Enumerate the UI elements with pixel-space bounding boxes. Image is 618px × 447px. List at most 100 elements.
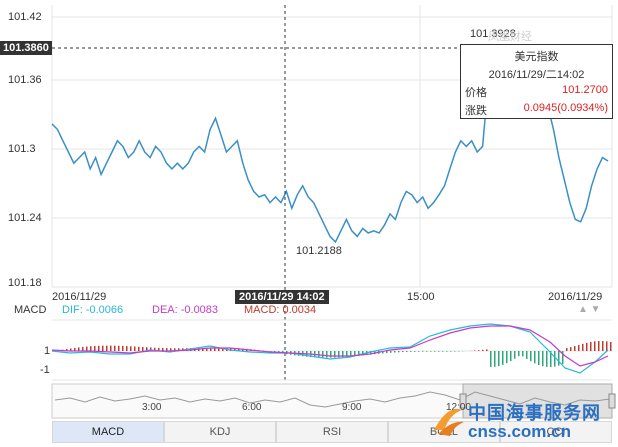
- macd-bar: [238, 348, 240, 351]
- macd-bar: [434, 351, 436, 352]
- navigator-time-label: 6:00: [242, 402, 262, 413]
- macd-bar: [102, 345, 104, 351]
- cnss-logo-icon: [434, 408, 464, 436]
- macd-bar: [106, 345, 108, 351]
- macd-bar: [138, 346, 140, 351]
- macd-bar: [166, 348, 168, 351]
- macd-bar: [382, 351, 384, 354]
- macd-bar: [74, 347, 76, 351]
- macd-bar: [538, 351, 540, 365]
- tooltip-change-row: 涨跌 0.0945(0.0934%): [461, 102, 612, 118]
- macd-bar: [206, 347, 208, 351]
- tooltip-title: 美元指数: [514, 51, 559, 63]
- macd-bar: [230, 347, 232, 351]
- x-tick-label: 2016/11/29: [52, 291, 107, 303]
- crosshair-price-tag: 101.3860: [0, 41, 52, 55]
- macd-bar: [178, 348, 180, 351]
- macd-collapse-icon[interactable]: ▲ ▼: [578, 304, 601, 315]
- macd-bar: [358, 351, 360, 356]
- macd-bar: [550, 351, 552, 367]
- price-grid: [51, 5, 613, 288]
- macd-bar: [438, 351, 440, 352]
- macd-bar: [554, 351, 556, 367]
- macd-bar: [478, 350, 480, 351]
- macd-bar: [126, 346, 128, 351]
- macd-bar: [334, 351, 336, 358]
- macd-bar: [354, 351, 356, 357]
- macd-bar: [326, 351, 328, 358]
- macd-bar: [558, 351, 560, 366]
- price-tooltip: 美元指数 2016/11/29/二14:02 价格 101.2700 涨跌 0.…: [460, 44, 613, 119]
- macd-bar: [318, 351, 320, 358]
- navigator-handle-right[interactable]: [608, 393, 616, 409]
- macd-bar: [494, 351, 496, 367]
- macd-bar: [398, 351, 400, 353]
- macd-title: MACD: [14, 304, 47, 316]
- macd-bar: [514, 351, 516, 359]
- macd-bar: [162, 348, 164, 351]
- navigator-handle-left[interactable]: [459, 393, 467, 409]
- macd-bar: [174, 348, 176, 351]
- indicator-tabs: MACD KDJ RSI BOLL CCI: [52, 421, 612, 443]
- navigator-time-label: 9:00: [342, 402, 362, 413]
- tab-macd[interactable]: MACD: [52, 421, 164, 443]
- tooltip-price-row: 价格 101.2700: [461, 84, 612, 100]
- tooltip-datetime: 2016/11/29/二14:02: [488, 69, 585, 81]
- tooltip-change-value: 0.0945(0.0934%): [523, 102, 608, 114]
- macd-bar: [410, 351, 412, 352]
- macd-bar: [486, 349, 488, 351]
- navigator-time-label: 12:00: [446, 402, 472, 413]
- macd-bar: [406, 351, 408, 352]
- macd-bar: [402, 351, 404, 353]
- macd-bar: [218, 347, 220, 351]
- macd-bar: [426, 351, 428, 352]
- macd-bar: [154, 347, 156, 351]
- y-tick-label: 101.36: [8, 74, 42, 86]
- macd-bar: [598, 341, 600, 351]
- tooltip-change-label: 涨跌: [465, 105, 487, 117]
- watermark-line1: 中国海事服务网: [468, 403, 601, 423]
- macd-bar: [98, 345, 100, 351]
- macd-bar: [390, 351, 392, 353]
- macd-bar: [510, 351, 512, 362]
- macd-bar: [610, 342, 612, 351]
- macd-bar: [322, 351, 324, 358]
- macd-bar: [210, 347, 212, 351]
- tab-cci[interactable]: CCI: [500, 421, 612, 443]
- macd-bar: [142, 347, 144, 351]
- macd-bar: [386, 351, 388, 354]
- watermark-line2: cnss.com.cn: [468, 422, 571, 441]
- macd-bar: [134, 346, 136, 351]
- macd-bar: [202, 347, 204, 351]
- macd-bar: [502, 351, 504, 365]
- macd-bar: [222, 347, 224, 351]
- max-value-label: 101.3928: [470, 28, 516, 40]
- navigator-series: [54, 391, 611, 408]
- macd-bar: [530, 351, 532, 362]
- navigator-time-label: 3:00: [142, 402, 162, 413]
- tab-rsi[interactable]: RSI: [276, 421, 388, 443]
- macd-bar: [158, 347, 160, 351]
- macd-bar: [586, 342, 588, 351]
- macd-bar: [70, 348, 72, 351]
- y-tick-label: 101.18: [8, 277, 42, 289]
- macd-bar: [546, 351, 548, 367]
- tab-kdj[interactable]: KDJ: [164, 421, 276, 443]
- macd-axis-top: 1: [44, 345, 51, 357]
- macd-bar: [498, 351, 500, 367]
- macd-bar: [118, 345, 120, 351]
- macd-bar: [234, 348, 236, 351]
- macd-bar: [394, 351, 396, 353]
- macd-macd-value: MACD: 0.0034: [244, 304, 317, 316]
- macd-bar: [562, 351, 564, 365]
- tooltip-price-label: 价格: [465, 87, 487, 99]
- macd-bar: [150, 347, 152, 351]
- macd-bar: [422, 351, 424, 352]
- macd-bar: [122, 345, 124, 351]
- crosshair-time-tag: 2016/11/29 14:02: [235, 290, 329, 304]
- macd-bar: [454, 351, 456, 352]
- macd-bar: [582, 343, 584, 351]
- macd-bar: [114, 345, 116, 351]
- macd-bar: [578, 345, 580, 351]
- macd-dif-line: [51, 323, 609, 374]
